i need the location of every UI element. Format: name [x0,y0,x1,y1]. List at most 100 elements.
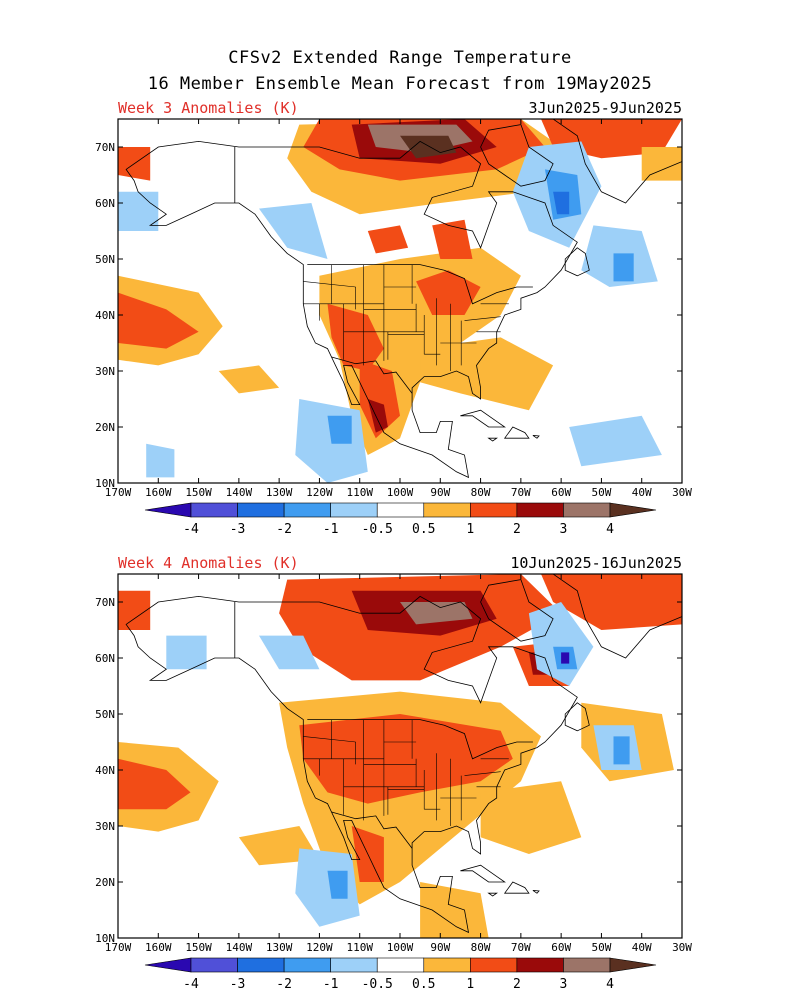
lat-tick-label: 10N [95,477,115,490]
lat-tick-label: 30N [95,820,115,833]
colorbar-label: 3 [560,522,568,537]
anomaly-contour-region [420,882,489,938]
colorbar-bin-low-arrow [144,502,192,518]
colorbar-bin [563,502,611,518]
island-coastline [564,247,590,277]
anomaly-contour-region [528,602,594,686]
anomaly-contour-region [327,415,352,444]
us-mexico-border [331,811,413,849]
anomaly-contour-region [118,590,151,630]
colorbar-label: -0.5 [362,977,393,992]
lon-tick-label: 140W [226,486,253,499]
lon-tick-label: 120W [306,941,333,954]
lat-tick-label: 10N [95,932,115,945]
lon-tick-label: 70W [511,486,531,499]
colorbar-bin [470,502,518,518]
colorbar-bin-low-arrow [144,957,192,973]
island-coastline [564,702,590,732]
chart-title-line-1: CFSv2 Extended Range Temperature [228,48,572,68]
colorbar-label: -2 [276,522,292,537]
anomaly-contour-region [118,758,191,810]
lat-tick-label: 20N [95,421,115,434]
state-border [303,281,356,288]
colorbar-bin [190,957,238,973]
anomaly-contour-region [400,135,457,159]
coastline [125,140,578,479]
lon-tick-label: 100W [387,486,414,499]
lat-tick-label: 40N [95,764,115,777]
anomaly-contour-region [480,781,582,854]
island-coastline [487,437,498,442]
lon-tick-label: 170W [105,486,132,499]
anomaly-contour-region [327,870,348,899]
anomaly-contour-region [295,848,360,927]
lat-tick-label: 50N [95,708,115,721]
lat-tick-label: 60N [95,652,115,665]
week4-map-panel: 170W 160W 150W 140W 130W 120W 110W 100W 90W 80W 70… [95,573,692,992]
lon-tick-label: 40W [632,941,652,954]
colorbar-bin-high-arrow [609,957,657,973]
colorbar-bin [470,957,518,973]
week3-colorbar: -4 -3 -2 -1 -0.5 0.5 1 2 3 4 [144,502,657,537]
colorbar-label: 0.5 [412,522,435,537]
colorbar-bin [423,957,471,973]
lon-tick-label: 130W [266,486,293,499]
colorbar-bin [376,957,425,973]
anomaly-contour-region [641,147,682,181]
lat-tick-label: 30N [95,365,115,378]
lat-tick-label: 50N [95,253,115,266]
lon-tick-label: 130W [266,941,293,954]
lat-tick-label: 60N [95,197,115,210]
lon-tick-label: 70W [511,941,531,954]
anomaly-contour-region [146,443,175,478]
colorbar-label: -3 [230,522,246,537]
us-mexico-border [331,356,413,394]
colorbar-bin [283,502,331,518]
anomaly-contour-region [218,365,280,394]
anomaly-contour-region [569,415,662,467]
lon-tick-label: 60W [551,486,571,499]
lon-tick-label: 170W [105,941,132,954]
state-border [303,736,356,743]
lon-tick-label: 30W [672,486,692,499]
colorbar-label: 0.5 [412,977,435,992]
colorbar-label: 4 [606,522,614,537]
lon-tick-label: 100W [387,941,414,954]
colorbar-label: -0.5 [362,522,393,537]
lon-tick-label: 30W [672,941,692,954]
lon-tick-label: 140W [226,941,253,954]
anomaly-contour-region [118,292,199,349]
lat-tick-label: 70N [95,596,115,609]
lon-tick-label: 110W [346,486,373,499]
lon-tick-label: 150W [185,486,212,499]
island-coastline [552,119,682,204]
anomaly-contour-region [613,253,634,282]
lon-tick-label: 60W [551,941,571,954]
anomaly-contour-region [420,337,554,411]
colorbar-bin [563,957,611,973]
island-coastline [460,409,506,428]
colorbar-label: -3 [230,977,246,992]
lon-tick-label: 160W [145,486,172,499]
lon-tick-label: 50W [591,941,611,954]
lon-tick-label: 120W [306,486,333,499]
colorbar-label: -1 [323,977,339,992]
colorbar-label: 2 [513,522,521,537]
chart-title-line-2: 16 Member Ensemble Mean Forecast from 19… [147,74,653,94]
us-canada-border [307,719,533,760]
anomaly-contour-region [416,270,481,315]
week4-date-range: 10Jun2025-16Jun2025 [510,554,682,572]
lon-tick-label: 80W [471,941,491,954]
lon-tick-label: 40W [632,486,652,499]
week4-panel-label: Week 4 Anomalies (K) [118,554,299,572]
island-coastline [552,574,682,659]
anomaly-contour-region [613,736,630,765]
colorbar-bin [330,502,378,518]
state-border [464,316,501,321]
colorbar-bin [283,957,331,973]
anomaly-contour-region [367,399,388,433]
colorbar-label: -4 [183,522,199,537]
lon-tick-label: 90W [430,486,450,499]
island-coastline [460,864,506,883]
